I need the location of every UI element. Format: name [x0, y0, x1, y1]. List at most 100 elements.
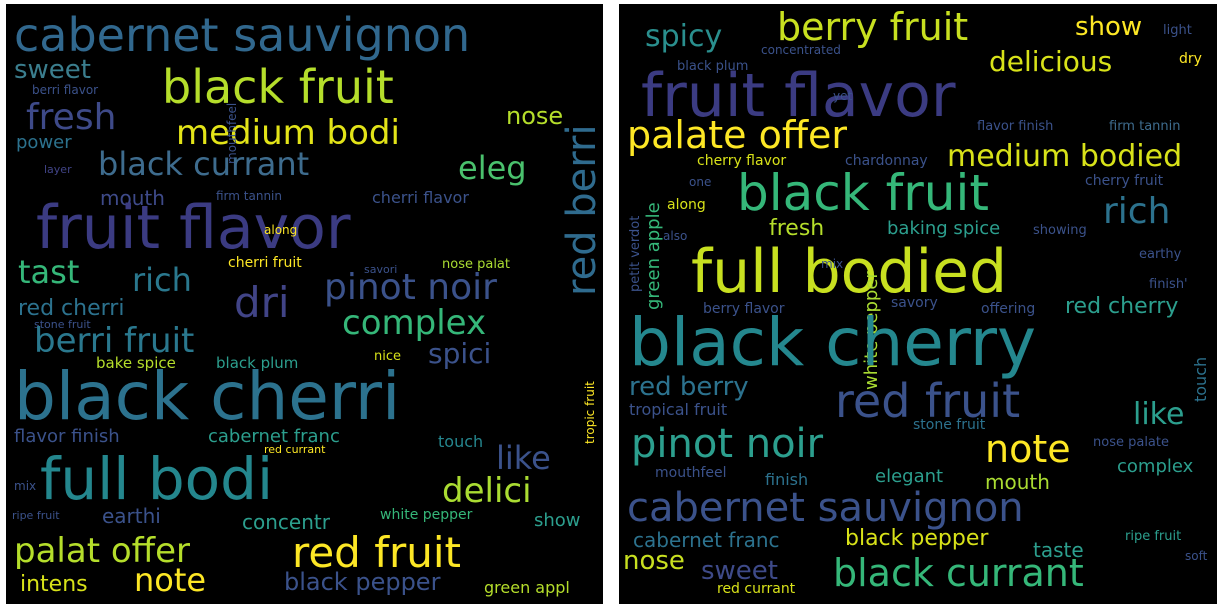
cloud-word: offering	[981, 301, 1036, 317]
cloud-word: sweet	[701, 556, 778, 586]
cloud-word: berri fruit	[34, 321, 195, 361]
cloud-word: cabernet sauvignon	[14, 8, 471, 62]
cloud-word: pinot noir	[324, 267, 497, 308]
cloud-word: nice	[374, 349, 401, 364]
cloud-word: black fruit	[162, 60, 394, 114]
cloud-word: earthy	[1139, 247, 1182, 262]
cloud-word: mouth	[100, 186, 165, 210]
cloud-word: green appl	[484, 578, 570, 597]
cloud-word: red currant	[264, 443, 326, 456]
cloud-word: red berri	[559, 124, 603, 296]
cloud-word: mouthfeel	[655, 465, 727, 481]
cloud-word: pinot noir	[631, 421, 824, 467]
cloud-word: red cherry	[1065, 294, 1179, 319]
cloud-word: soft	[1185, 549, 1208, 563]
cloud-word: concentr	[242, 510, 330, 534]
cloud-word: fruit flavor	[641, 61, 956, 131]
cloud-word: fruit flavor	[36, 193, 351, 263]
cloud-word: black pepper	[284, 568, 441, 596]
cloud-word: earthi	[102, 504, 161, 528]
cloud-word: flavor finish	[977, 119, 1054, 134]
cloud-word: light	[1163, 23, 1192, 38]
cloud-word: red fruit	[292, 528, 462, 577]
cloud-word: one	[689, 175, 712, 189]
cloud-word: layer	[44, 163, 72, 176]
cloud-word: taste	[1033, 538, 1084, 562]
cloud-word: nose	[506, 102, 564, 130]
cloud-word: black cherri	[14, 358, 401, 435]
cloud-word: dri	[234, 278, 290, 327]
cloud-word: tast	[18, 253, 80, 291]
cloud-word: stone fruit	[913, 417, 986, 433]
cloud-word: berry fruit	[777, 5, 969, 49]
cloud-word: spici	[428, 337, 492, 370]
cloud-word: cherry fruit	[1085, 173, 1164, 189]
cloud-word: delici	[442, 471, 532, 511]
cloud-word: white pepper	[380, 507, 473, 523]
cloud-word: green apple	[643, 202, 664, 310]
cloud-word: medium bodi	[176, 113, 400, 153]
cloud-word: touch	[438, 432, 484, 451]
cloud-word: red fruit	[835, 374, 1021, 428]
cloud-word: like	[1133, 397, 1185, 432]
cloud-word: palat offer	[14, 531, 190, 571]
cloud-word: complex	[1117, 456, 1194, 477]
cloud-word: cabernet franc	[208, 426, 340, 447]
cloud-word: mouth	[985, 470, 1050, 494]
cloud-word: showing	[1033, 223, 1087, 238]
cloud-word: chardonnay	[845, 153, 928, 169]
cloud-word: black fruit	[737, 164, 989, 222]
cloud-word: like	[496, 439, 551, 477]
cloud-word: red cherri	[18, 296, 125, 321]
cloud-word: ripe fruit	[12, 509, 60, 522]
cloud-word: full bodi	[40, 445, 274, 513]
cloud-word: note	[134, 561, 207, 599]
cloud-word: delicious	[989, 45, 1113, 78]
cloud-word: black plum	[677, 59, 749, 74]
left-word-cloud: cabernet sauvignon sweet black fruit ber…	[6, 4, 603, 604]
cloud-word: cabernet franc	[633, 528, 780, 552]
cloud-word: firm tannin	[1109, 119, 1181, 134]
cloud-word: red berry	[629, 372, 749, 402]
cloud-word: cherri flavor	[372, 188, 469, 207]
cloud-word: show	[1075, 12, 1143, 42]
cloud-word: flavor finish	[14, 426, 120, 447]
right-word-cloud: spicy berry fruit show light concentrate…	[619, 4, 1217, 604]
cloud-word: berri flavor	[32, 83, 99, 97]
cloud-word: rich	[1103, 191, 1171, 232]
cloud-word: complex	[342, 303, 487, 343]
cloud-word: petit verdot	[628, 215, 643, 292]
cloud-word: mix	[821, 257, 844, 271]
cloud-word: concentrated	[761, 43, 841, 57]
cloud-word: baking spice	[887, 218, 1001, 239]
cloud-word: tropical fruit	[629, 400, 728, 419]
cloud-word: stone fruit	[34, 318, 91, 331]
cloud-word: rich	[132, 261, 192, 299]
cloud-word: elegant	[875, 466, 944, 487]
cloud-word: sweet	[14, 55, 91, 85]
cloud-word: black currant	[833, 551, 1084, 595]
cloud-word: show	[534, 510, 581, 531]
cloud-word: cherri fruit	[228, 255, 302, 271]
cloud-word: power	[16, 132, 72, 153]
cloud-word: along	[667, 197, 706, 213]
cloud-word: tropic fruit	[583, 381, 597, 444]
cloud-word: also	[663, 229, 688, 243]
cloud-word: finish'	[1149, 277, 1188, 292]
cloud-word: nose palat	[442, 257, 510, 272]
cloud-word: black cherry	[629, 304, 1037, 381]
cloud-word: dry	[1179, 51, 1202, 67]
cloud-word: touch	[1191, 356, 1210, 402]
cloud-word: yet	[833, 89, 853, 103]
cloud-word: eleg	[458, 149, 527, 187]
cloud-word: firm tannin	[216, 189, 282, 203]
cloud-word: black pepper	[845, 526, 989, 551]
cloud-word: spicy	[645, 19, 723, 54]
cloud-word: ripe fruit	[1125, 529, 1182, 544]
cloud-word: full bodied	[691, 237, 1008, 307]
cloud-word: medium bodied	[947, 139, 1183, 174]
cloud-word: cabernet sauvignon	[627, 485, 1024, 531]
cloud-word: mix	[14, 479, 37, 493]
cloud-word: savory	[891, 295, 938, 311]
cloud-word: note	[985, 427, 1071, 471]
